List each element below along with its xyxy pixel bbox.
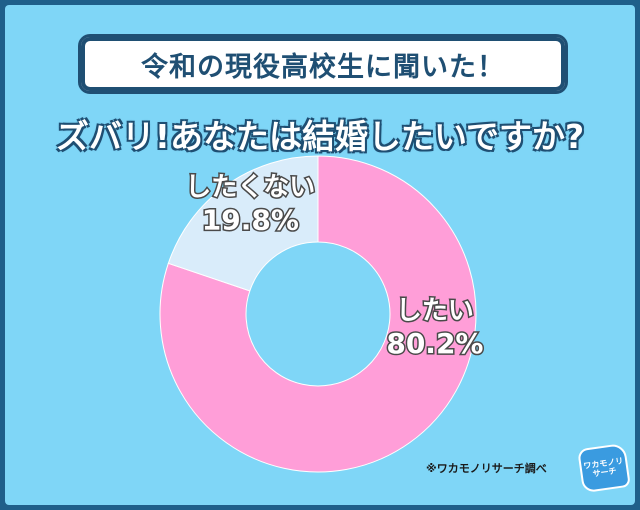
- brand-logo: ワカモノリサーチ: [577, 442, 631, 494]
- slice-category-label: したい: [396, 296, 474, 326]
- pie-slice-no: [167, 155, 319, 292]
- question-title: ズバリ!あなたは結婚したいですか?: [55, 117, 585, 156]
- title-banner: 令和の現役高校生に聞いた！: [78, 34, 568, 94]
- source-note: ※ワカモノリサーチ調べ: [426, 462, 547, 475]
- slice-category-label: したくない: [185, 172, 315, 202]
- logo-text: ワカモノリサーチ: [582, 456, 624, 479]
- pie-slice-yes: [159, 155, 477, 473]
- banner-title: 令和の現役高校生に聞いた！: [141, 51, 505, 83]
- slice-value-label: 19.8%: [202, 203, 299, 236]
- slices-group: [159, 155, 477, 473]
- slice-value-label: 80.2%: [386, 327, 483, 360]
